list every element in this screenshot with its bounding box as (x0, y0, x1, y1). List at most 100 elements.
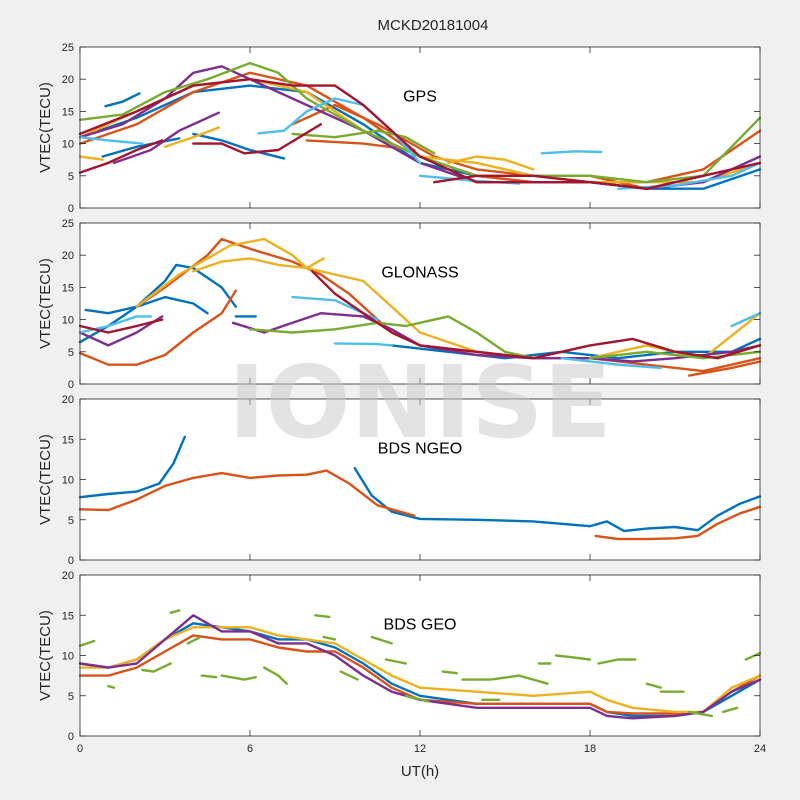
series-line (78, 263, 238, 344)
y-tick-label: 0 (68, 379, 74, 391)
series-line (311, 270, 762, 360)
series-line (554, 654, 592, 661)
series-line (78, 155, 104, 161)
series-line (78, 61, 762, 184)
y-tick-label: 15 (62, 106, 74, 118)
y-tick-label: 20 (62, 570, 74, 582)
series-line (333, 342, 393, 347)
series-line (404, 694, 430, 703)
y-tick-label: 20 (62, 394, 74, 406)
y-tick-label: 10 (62, 651, 74, 663)
series-line (220, 674, 257, 681)
panels: 0 5 10 15 20 25 VTEC(TECU) GPS 0 5 10 15 20 25 VTEC(TE… (37, 42, 766, 755)
series-line (597, 658, 637, 665)
series-line (78, 634, 762, 715)
figure-title: MCKD20181004 (378, 17, 489, 34)
series-line (384, 658, 407, 665)
y-tick-label: 10 (62, 475, 74, 487)
series-line (78, 435, 187, 499)
series-line (433, 174, 648, 190)
y-tick-label: 10 (62, 139, 74, 151)
y-tick-label: 5 (68, 515, 74, 527)
y-tick-label: 0 (68, 203, 74, 215)
panel-label: BDS GEO (384, 617, 457, 634)
series-line (645, 682, 662, 689)
series-line (370, 635, 393, 645)
y-tick-label: 5 (68, 171, 74, 183)
plot-area (80, 399, 760, 560)
panel-2: 0 5 10 15 20 VTEC(TECU) BDS NGEO (37, 394, 762, 567)
y-tick-label: 0 (68, 555, 74, 567)
series-line (200, 674, 218, 679)
series-line (540, 150, 603, 155)
series-line (722, 706, 739, 714)
x-tick-label: 12 (414, 743, 426, 755)
y-tick-label: 15 (62, 434, 74, 446)
panel-label: BDS NGEO (378, 441, 462, 458)
panel-label: GPS (403, 89, 437, 106)
y-tick-label: 20 (62, 250, 74, 262)
series-line (78, 639, 96, 647)
series-line (248, 315, 535, 360)
series-line (441, 670, 458, 675)
plot-area (80, 47, 760, 208)
series-line (78, 318, 164, 334)
series-line (104, 92, 141, 108)
series-line (78, 614, 762, 720)
series-line (560, 357, 662, 370)
plot-area (80, 575, 760, 736)
series-line (744, 651, 762, 661)
y-tick-label: 25 (62, 42, 74, 54)
series-line (135, 237, 762, 360)
series-line (192, 123, 322, 155)
series-line (353, 467, 762, 533)
y-axis-label: VTEC(TECU) (37, 258, 54, 349)
series-line (305, 139, 416, 152)
series-line (78, 315, 164, 347)
series-line (688, 710, 713, 718)
panel-1: 0 5 10 15 20 25 VTEC(TECU) GLONASS (37, 218, 762, 391)
series-line (78, 469, 416, 517)
series-line (78, 626, 762, 714)
series-line (141, 662, 172, 673)
series-line (263, 666, 288, 685)
series-line (78, 139, 164, 174)
series-line (594, 505, 762, 541)
y-tick-label: 15 (62, 610, 74, 622)
series-line (314, 614, 331, 619)
y-tick-label: 5 (68, 347, 74, 359)
panel-3: 0 5 10 15 20 0 6 12 18 24 VTEC(TECU) BDS GEO (37, 570, 766, 755)
y-tick-label: 15 (62, 282, 74, 294)
y-tick-label: 20 (62, 74, 74, 86)
series-line (192, 132, 286, 160)
series-line (461, 674, 549, 685)
x-tick-label: 18 (584, 743, 596, 755)
series-line (192, 257, 325, 273)
panel-label: GLONASS (381, 265, 458, 282)
series-line (688, 360, 762, 377)
y-axis-label: VTEC(TECU) (37, 434, 54, 525)
series-line (84, 295, 209, 315)
series-line (107, 684, 116, 689)
series-line (163, 126, 221, 149)
x-tick-label: 24 (754, 743, 766, 755)
series-line (169, 609, 181, 614)
series-line (447, 155, 535, 171)
y-axis-label: VTEC(TECU) (37, 610, 54, 701)
watermark-text: IONISE (228, 344, 611, 461)
y-tick-label: 25 (62, 218, 74, 230)
series-line (339, 670, 359, 681)
y-tick-label: 5 (68, 691, 74, 703)
x-axis-label: UT(h) (401, 763, 439, 780)
series-line (78, 289, 238, 366)
series-line (617, 161, 762, 190)
y-tick-label: 10 (62, 315, 74, 327)
x-tick-label: 0 (77, 743, 83, 755)
series-line (231, 312, 762, 363)
y-tick-label: 0 (68, 731, 74, 743)
series-line (186, 636, 201, 645)
series-line (112, 111, 221, 165)
series-line (730, 312, 762, 328)
series-line (322, 635, 337, 641)
